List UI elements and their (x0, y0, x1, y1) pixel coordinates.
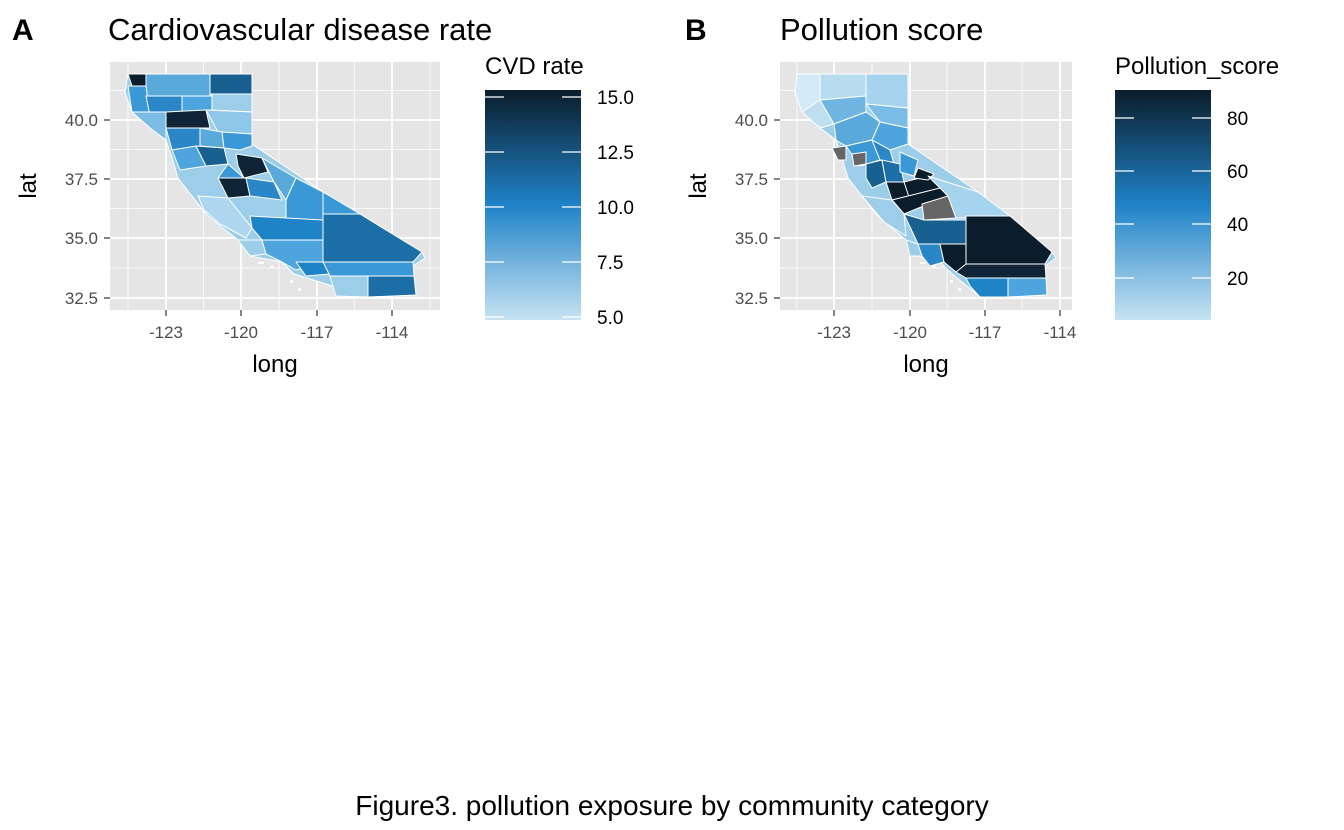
county-b (899, 151, 919, 177)
legend-tick-label: 12.5 (597, 143, 634, 164)
panel-tag-a: A (12, 14, 34, 47)
county-a (209, 73, 253, 95)
x-axis-b: -123 -120 -117 -114 (817, 310, 1076, 342)
figure-caption: Figure3. pollution exposure by community… (355, 790, 989, 821)
x-axis-a: -123 -120 -117 -114 (149, 310, 408, 342)
legend-tick-label: 80 (1227, 109, 1248, 130)
x-axis-title-a: long (252, 351, 297, 378)
county-a (165, 109, 211, 129)
county-a (197, 195, 253, 239)
county-b (955, 263, 1047, 279)
y-tick-label: 37.5 (65, 170, 98, 189)
legend-tick-label: 5.0 (597, 308, 623, 329)
y-tick-label: 37.5 (735, 170, 768, 189)
county-a (249, 215, 324, 241)
y-tick-label: 35.0 (735, 229, 768, 248)
map-b (794, 73, 1057, 298)
x-tick-label: -123 (817, 323, 851, 342)
county-a (322, 261, 415, 277)
x-tick-label: -120 (893, 323, 927, 342)
legend-tick-label: 20 (1227, 269, 1248, 290)
x-tick-label: -123 (149, 323, 183, 342)
county-b (1007, 277, 1048, 298)
panel-b: B Pollution score (685, 12, 1279, 378)
county-b (831, 145, 847, 161)
legend-tick-label: 7.5 (597, 253, 623, 274)
map-a (124, 73, 426, 298)
x-tick-label: -117 (969, 323, 1002, 342)
colorbar-a (485, 90, 581, 320)
y-tick-label: 32.5 (65, 289, 98, 308)
legend-a: CVD rate 15.0 12.5 10.0 7.5 5.0 (485, 53, 634, 329)
county-a (245, 177, 283, 201)
islands-a (258, 262, 301, 291)
county-a (131, 111, 167, 141)
county-a (145, 73, 211, 97)
y-axis-b: 32.5 35.0 37.5 40.0 (735, 111, 780, 308)
y-axis-title-a: lat (15, 173, 42, 199)
county-b (861, 195, 907, 237)
x-tick-label: -117 (301, 323, 334, 342)
legend-tick-label: 15.0 (597, 88, 634, 109)
x-tick-label: -120 (224, 323, 258, 342)
county-a (211, 93, 253, 113)
panel-a: A Cardiovascular disease rate (12, 12, 634, 378)
y-tick-label: 40.0 (65, 111, 98, 130)
y-tick-label: 32.5 (735, 289, 768, 308)
legend-tick-label: 10.0 (597, 198, 634, 219)
y-axis-title-b: lat (685, 173, 712, 199)
x-tick-label: -114 (1044, 323, 1077, 342)
county-b (917, 243, 945, 267)
x-tick-label: -114 (376, 323, 409, 342)
y-tick-label: 35.0 (65, 229, 98, 248)
legend-title-a: CVD rate (485, 53, 584, 80)
county-b (965, 277, 1009, 298)
legend-b: Pollution_score 80 60 40 20 (1115, 53, 1279, 320)
legend-title-b: Pollution_score (1115, 53, 1279, 80)
y-axis-a: 32.5 35.0 37.5 40.0 (65, 111, 110, 308)
panel-tag-b: B (685, 14, 707, 47)
legend-tick-label: 40 (1227, 215, 1248, 236)
colorbar-b (1115, 90, 1211, 320)
county-b (865, 73, 909, 109)
y-tick-label: 40.0 (735, 111, 768, 130)
figure: A Cardiovascular disease rate (12, 12, 1279, 378)
county-b (851, 151, 867, 167)
legend-tick-label: 60 (1227, 162, 1248, 183)
x-axis-title-b: long (903, 351, 948, 378)
county-a (235, 153, 269, 179)
county-a (329, 275, 369, 298)
county-b (871, 121, 909, 151)
islands-b (920, 262, 961, 291)
panel-title-b: Pollution score (780, 12, 983, 47)
county-a (221, 131, 253, 151)
panel-title-a: Cardiovascular disease rate (108, 12, 492, 47)
county-a (367, 275, 417, 298)
county-b (865, 159, 887, 189)
